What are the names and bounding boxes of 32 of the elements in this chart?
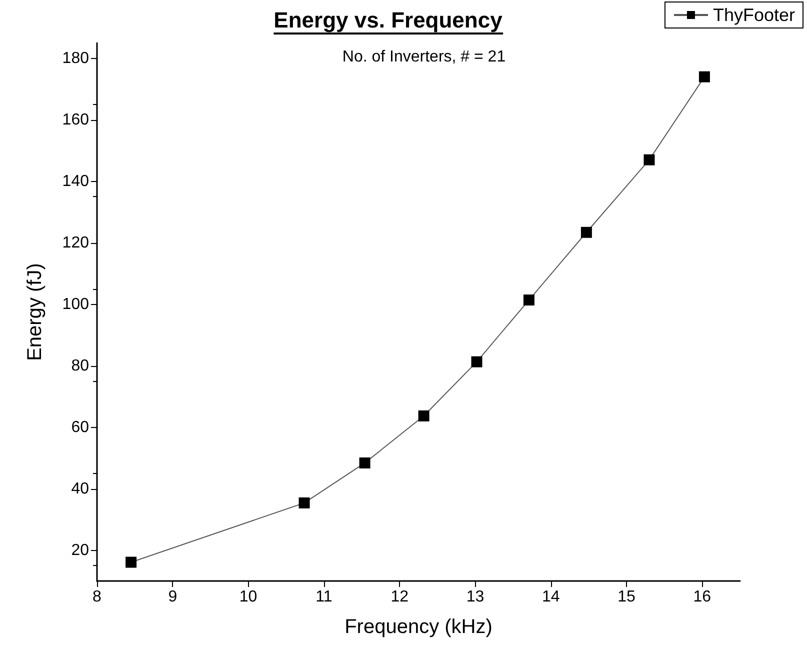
y-axis-title: Energy (fJ) — [24, 263, 46, 361]
x-tick-label: 15 — [618, 588, 636, 606]
y-tick-label: 120 — [62, 234, 90, 252]
y-tick-label: 60 — [71, 418, 90, 436]
point — [471, 356, 482, 368]
point — [418, 410, 430, 422]
x-tick-label: 12 — [390, 588, 409, 606]
y-tick-label: 80 — [71, 357, 90, 374]
point — [698, 71, 710, 82]
y-tick-label: 180 — [62, 50, 90, 67]
legend-label: ThyFooter — [712, 5, 796, 25]
x-tick-label: 8 — [92, 588, 102, 606]
x-tick-label: 14 — [542, 588, 560, 606]
point — [298, 497, 310, 508]
point — [359, 457, 370, 468]
chart-subtitle: No. of Inverters, # = 21 — [342, 48, 506, 66]
x-axis-title: Frequency (kHz) — [344, 616, 492, 638]
x-tick-label: 11 — [316, 588, 332, 606]
point — [644, 154, 655, 166]
y-tick-label: 140 — [62, 172, 90, 190]
chart-title: Energy vs. Frequency — [274, 8, 504, 32]
point — [126, 556, 137, 568]
x-tick-label: 10 — [239, 588, 258, 606]
x-tick-label: 9 — [168, 588, 178, 606]
x-tick-label: 16 — [693, 588, 712, 606]
y-tick-label: 100 — [62, 296, 90, 313]
y-tick-label: 40 — [71, 480, 90, 498]
point — [580, 226, 592, 238]
x-tick-label: 13 — [466, 588, 484, 606]
point — [523, 294, 534, 306]
y-tick-label: 20 — [71, 542, 90, 559]
y-tick-label: 160 — [62, 111, 90, 128]
